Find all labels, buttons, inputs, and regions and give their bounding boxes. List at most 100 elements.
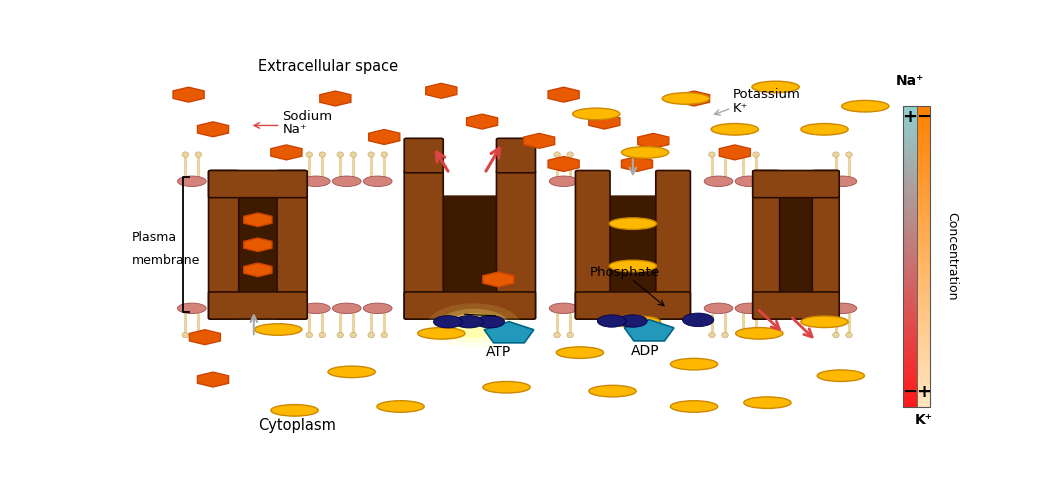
Bar bbox=[903, 292, 916, 294]
Bar bbox=[903, 252, 916, 254]
Bar bbox=[916, 164, 931, 165]
Bar bbox=[903, 350, 916, 351]
Polygon shape bbox=[622, 156, 652, 172]
Ellipse shape bbox=[744, 397, 791, 408]
Bar bbox=[916, 182, 931, 183]
Bar bbox=[916, 189, 931, 190]
Ellipse shape bbox=[609, 218, 656, 230]
Bar bbox=[916, 174, 931, 176]
Bar bbox=[903, 376, 916, 378]
Bar bbox=[903, 279, 916, 280]
Bar bbox=[916, 145, 931, 146]
Ellipse shape bbox=[302, 303, 330, 314]
Ellipse shape bbox=[350, 152, 357, 158]
Bar bbox=[903, 354, 916, 356]
Bar bbox=[916, 399, 931, 400]
Bar bbox=[903, 208, 916, 210]
Bar bbox=[903, 178, 916, 180]
Ellipse shape bbox=[801, 124, 848, 135]
Bar bbox=[903, 396, 916, 398]
Bar bbox=[903, 244, 916, 246]
Bar bbox=[903, 364, 916, 366]
Bar bbox=[903, 270, 916, 272]
Bar bbox=[916, 116, 931, 118]
Ellipse shape bbox=[817, 370, 865, 382]
Ellipse shape bbox=[846, 332, 852, 338]
Bar bbox=[903, 268, 916, 270]
Ellipse shape bbox=[553, 152, 561, 158]
Bar bbox=[916, 177, 931, 178]
Bar bbox=[916, 352, 931, 354]
Ellipse shape bbox=[663, 92, 709, 104]
Polygon shape bbox=[679, 91, 710, 106]
Bar bbox=[916, 115, 931, 116]
Ellipse shape bbox=[381, 152, 387, 158]
Bar bbox=[916, 321, 931, 322]
Bar bbox=[903, 398, 916, 399]
Bar bbox=[916, 310, 931, 312]
Bar bbox=[903, 184, 916, 186]
Text: Phosphate: Phosphate bbox=[590, 266, 660, 278]
Bar bbox=[903, 110, 916, 112]
Bar bbox=[903, 328, 916, 330]
Ellipse shape bbox=[753, 152, 760, 158]
Bar bbox=[916, 158, 931, 159]
Bar bbox=[903, 320, 916, 321]
Bar bbox=[903, 254, 916, 255]
Bar bbox=[916, 183, 931, 184]
Ellipse shape bbox=[418, 328, 465, 339]
Bar bbox=[903, 232, 916, 234]
Bar bbox=[903, 168, 916, 170]
Bar bbox=[916, 384, 931, 386]
Bar bbox=[916, 220, 931, 222]
Bar bbox=[916, 393, 931, 394]
Bar bbox=[903, 192, 916, 194]
Bar bbox=[903, 357, 916, 358]
Bar bbox=[916, 208, 931, 210]
Ellipse shape bbox=[363, 176, 392, 186]
Bar bbox=[903, 136, 916, 138]
Bar bbox=[916, 243, 931, 244]
Bar bbox=[916, 390, 931, 392]
Bar bbox=[903, 200, 916, 201]
Bar bbox=[916, 240, 931, 242]
Bar bbox=[916, 292, 931, 294]
Bar bbox=[903, 342, 916, 344]
Ellipse shape bbox=[377, 400, 424, 412]
Polygon shape bbox=[270, 145, 302, 160]
Bar bbox=[903, 346, 916, 348]
Ellipse shape bbox=[709, 152, 715, 158]
FancyBboxPatch shape bbox=[497, 170, 535, 319]
Ellipse shape bbox=[195, 152, 202, 158]
FancyBboxPatch shape bbox=[208, 170, 307, 198]
Bar bbox=[903, 334, 916, 336]
Bar bbox=[916, 282, 931, 284]
Bar bbox=[903, 116, 916, 118]
Text: K⁺: K⁺ bbox=[733, 102, 749, 115]
Bar bbox=[903, 158, 916, 159]
Bar bbox=[903, 132, 916, 133]
Bar bbox=[903, 228, 916, 230]
Bar bbox=[903, 339, 916, 340]
Polygon shape bbox=[524, 134, 554, 148]
Bar bbox=[916, 396, 931, 398]
Ellipse shape bbox=[557, 347, 604, 358]
Bar bbox=[916, 327, 931, 328]
Bar bbox=[916, 375, 931, 376]
Polygon shape bbox=[548, 87, 580, 102]
Bar bbox=[903, 172, 916, 174]
Ellipse shape bbox=[476, 316, 505, 328]
Ellipse shape bbox=[704, 176, 733, 186]
Bar bbox=[903, 114, 916, 115]
Bar bbox=[903, 322, 916, 324]
Bar bbox=[903, 134, 916, 136]
Bar bbox=[903, 284, 916, 285]
Bar bbox=[916, 366, 931, 368]
Bar bbox=[916, 146, 931, 148]
Bar bbox=[903, 243, 916, 244]
Bar bbox=[903, 189, 916, 190]
Bar bbox=[903, 145, 916, 146]
Bar bbox=[903, 285, 916, 286]
Bar bbox=[903, 207, 916, 208]
Bar bbox=[916, 206, 931, 207]
